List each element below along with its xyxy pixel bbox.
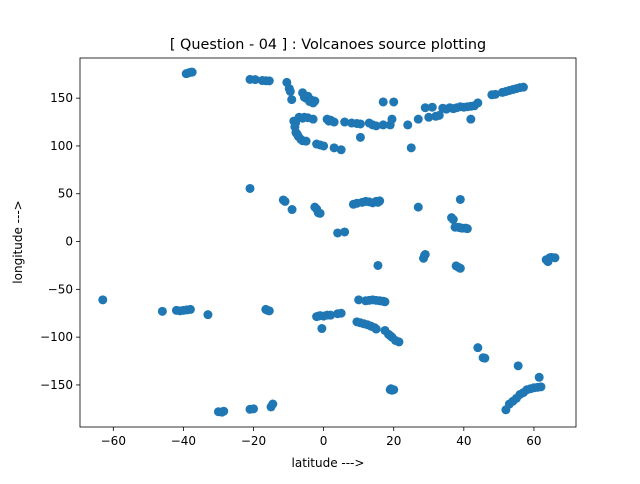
data-point [389,97,399,107]
y-tick-label: 100 [50,139,73,153]
data-point [371,121,381,131]
data-point [355,119,365,129]
data-point [329,143,339,153]
data-point [536,382,546,392]
y-tick-label: 50 [58,187,73,201]
data-point [380,297,390,307]
data-point [326,310,336,320]
data-point [480,353,490,363]
x-tick-label: −20 [241,434,266,448]
x-tick-label: 40 [456,434,471,448]
x-axis-ticks: −60 −40 −20 0 20 40 60 [101,427,542,448]
data-point [185,304,195,314]
data-point [355,132,365,142]
data-point [518,82,528,92]
data-point [413,202,423,212]
data-point [340,227,350,237]
data-point [462,224,472,234]
data-point [287,205,297,215]
data-point [473,98,483,108]
data-point [371,324,381,334]
y-axis-ticks: 150 100 50 0 −50 −100 −150 [40,91,80,392]
data-point [427,102,437,112]
data-point [513,361,523,371]
data-point [534,372,544,382]
data-point [473,343,483,353]
data-point [301,136,311,146]
data-point [310,96,320,106]
data-point [420,103,430,113]
data-point [406,143,416,153]
y-tick-label: −150 [40,378,73,392]
x-tick-label: −40 [171,434,196,448]
data-point [285,86,295,96]
data-point [268,399,278,409]
data-point [280,196,290,206]
x-tick-label: 0 [320,434,328,448]
data-point [434,110,444,120]
x-tick-label: 60 [526,434,541,448]
plot-frame [79,57,577,428]
data-point [157,306,167,316]
x-tick-label: 20 [386,434,401,448]
data-point [203,310,213,320]
y-tick-label: 0 [65,235,73,249]
data-point [187,67,197,77]
data-point [329,117,339,127]
data-point [308,114,318,124]
y-tick-label: 150 [50,91,73,105]
y-tick-label: −50 [48,282,73,296]
data-point [336,145,346,155]
data-point [340,117,350,127]
data-point [336,308,346,318]
data-point [317,324,327,334]
data-point [333,228,343,238]
data-point [264,76,274,86]
data-point [420,249,430,259]
data-point [287,95,297,105]
data-point [373,260,383,270]
data-point [466,114,476,124]
y-axis-label: longitude ---> [11,200,25,283]
data-point [448,215,458,225]
data-point [424,112,434,122]
data-point [386,384,396,394]
data-point [455,194,465,204]
x-tick-label: −60 [101,434,126,448]
data-point [315,208,325,218]
data-point [250,75,260,85]
data-point [264,306,274,316]
data-point [354,295,364,305]
chart-title: [ Question - 04 ] : Volcanoes source plo… [170,37,486,53]
data-point [375,196,385,206]
data-point [387,114,397,124]
data-point [319,141,329,151]
data-point [394,337,404,347]
data-point [245,183,255,193]
data-point [378,97,388,107]
data-point [413,114,423,124]
data-point [378,120,388,130]
data-point [98,295,108,305]
x-axis-label: latitude ---> [292,456,365,470]
y-tick-label: −100 [40,330,73,344]
data-point [490,89,500,99]
data-point [219,406,229,416]
data-point [455,263,465,273]
data-point [249,404,259,414]
data-point [550,253,560,263]
data-points [98,67,560,417]
data-point [403,120,413,130]
